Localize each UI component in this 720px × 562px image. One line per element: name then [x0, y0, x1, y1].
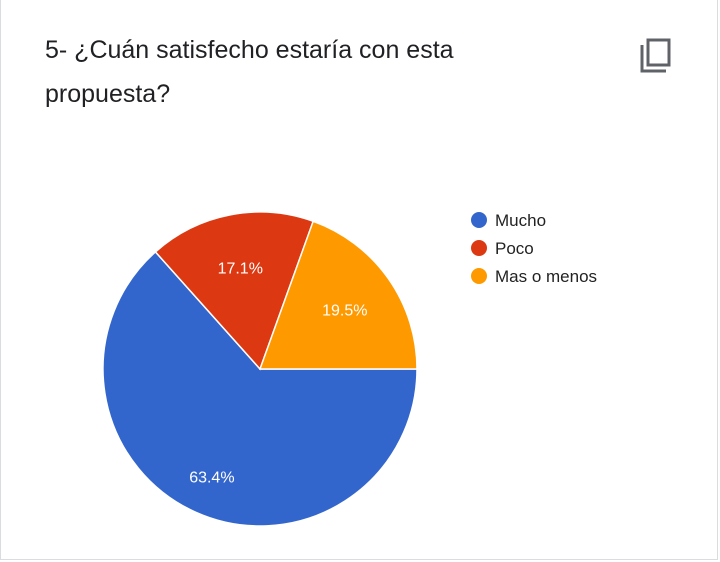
- legend-label: Mas o menos: [495, 267, 597, 286]
- slice-label-mucho: 63.4%: [189, 469, 234, 486]
- copy-icon: [640, 38, 671, 73]
- legend-item-mucho[interactable]: Mucho: [471, 211, 546, 230]
- legend-label: Mucho: [495, 211, 546, 230]
- legend-item-poco[interactable]: Poco: [471, 239, 534, 258]
- legend-swatch: [471, 268, 487, 284]
- question-title: 5- ¿Cuán satisfecho estaría con esta pro…: [45, 36, 454, 108]
- copy-chart-button[interactable]: [629, 30, 681, 82]
- pie-slice-mas-o-menos[interactable]: [258, 220, 418, 370]
- pie-slice-mucho[interactable]: [102, 250, 418, 527]
- legend-swatch: [471, 240, 487, 256]
- legend-item-mas-o-menos[interactable]: Mas o menos: [471, 267, 597, 286]
- slice-label-poco: 17.1%: [218, 260, 263, 277]
- legend-label: Poco: [495, 239, 534, 258]
- legend-swatch: [471, 212, 487, 228]
- slice-label-mas-o-menos: 19.5%: [322, 302, 367, 319]
